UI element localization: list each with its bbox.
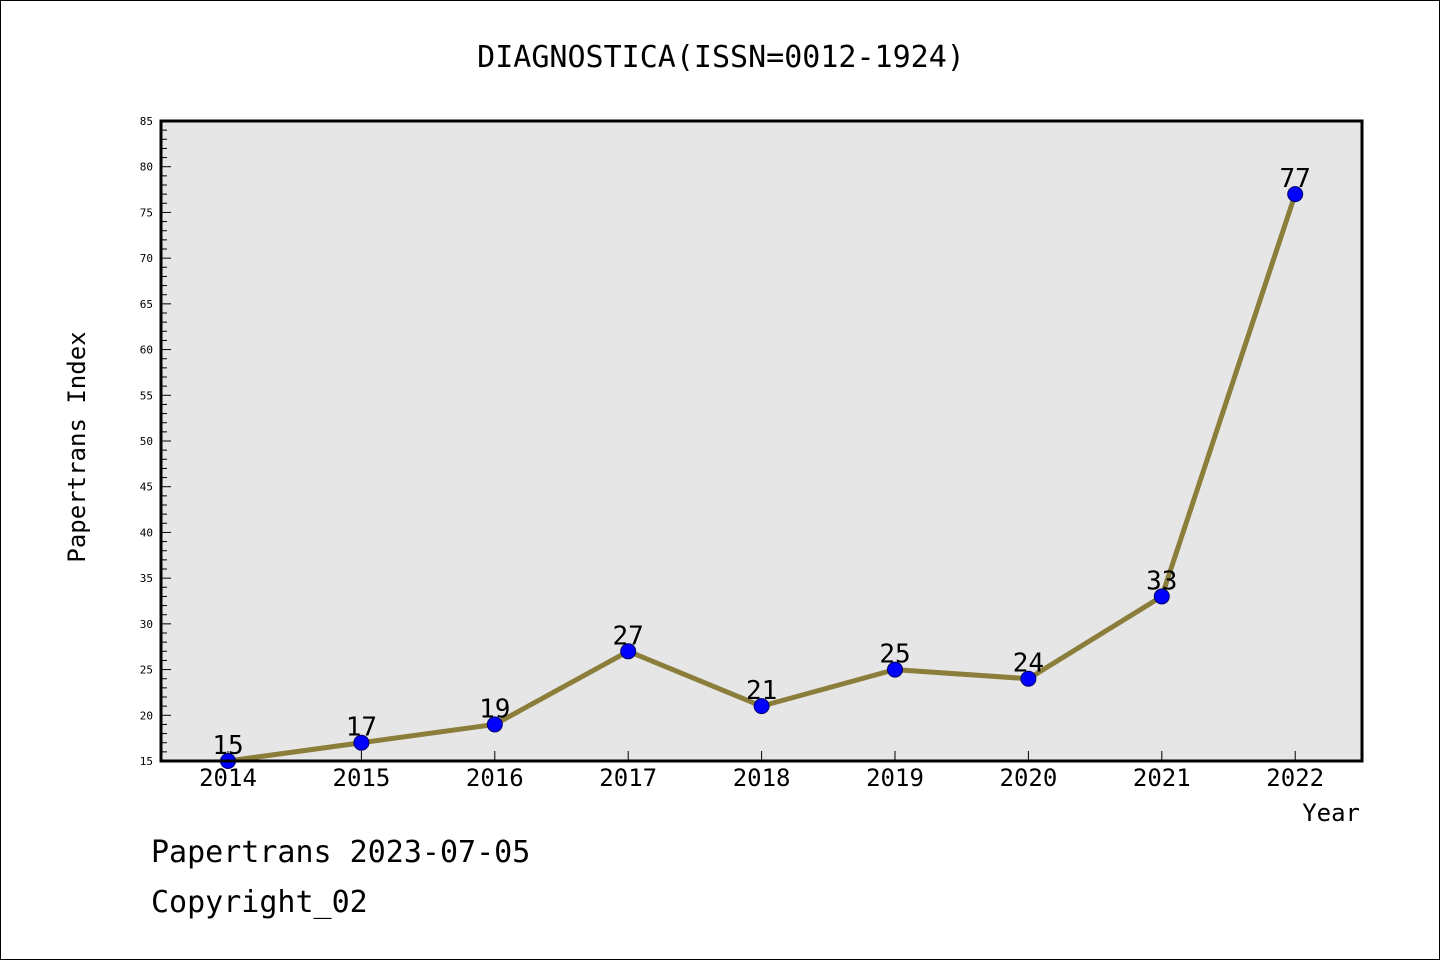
data-label: 33 — [1146, 566, 1177, 596]
data-label: 25 — [879, 640, 910, 670]
data-label: 77 — [1280, 164, 1311, 194]
chart-title: DIAGNOSTICA(ISSN=0012-1924) — [477, 40, 965, 75]
series-group: 15 17 19 27 21 25 24 33 77 — [212, 164, 1311, 769]
footer-copyright-text: Copyright_02 — [151, 885, 368, 920]
plot-border — [159, 119, 1364, 763]
y-tick-label: 70 — [140, 252, 153, 265]
data-label: 21 — [746, 676, 777, 706]
data-point-marker — [1153, 588, 1170, 605]
data-point-marker — [887, 661, 903, 678]
data-label: 27 — [613, 621, 644, 651]
x-axis-label: Year — [1302, 799, 1360, 827]
y-tick-label: 35 — [140, 572, 153, 585]
data-label: 19 — [479, 694, 510, 724]
x-tick-label: 2015 — [333, 764, 391, 792]
x-tick-label: 2016 — [466, 764, 524, 792]
y-tick-label: 15 — [140, 755, 153, 768]
y-tick-label: 25 — [140, 664, 153, 677]
x-axis-ticks: 2014 2015 2016 2017 2018 2019 2020 2021 2022 — [199, 751, 1324, 792]
y-axis-ticks: 15 20 25 30 35 40 45 50 55 60 65 70 75 80 85 — [140, 115, 171, 768]
y-tick-label: 75 — [140, 206, 153, 219]
data-label: 24 — [1013, 649, 1044, 679]
x-tick-label: 2019 — [866, 764, 924, 792]
y-tick-label: 55 — [140, 389, 153, 402]
y-tick-label: 30 — [140, 618, 153, 631]
data-point-marker — [353, 734, 370, 751]
data-point-marker — [1020, 670, 1037, 687]
data-label: 15 — [212, 731, 243, 761]
footer-date-text: Papertrans 2023-07-05 — [151, 835, 531, 870]
data-point-marker — [486, 716, 503, 733]
x-tick-label: 2018 — [733, 764, 791, 792]
y-tick-label: 45 — [140, 481, 153, 494]
data-point-marker — [753, 698, 770, 715]
y-tick-label: 85 — [140, 115, 153, 128]
y-tick-label: 20 — [140, 709, 153, 722]
x-tick-label: 2020 — [1000, 764, 1058, 792]
y-tick-label: 40 — [140, 526, 153, 539]
y-tick-label: 65 — [140, 298, 153, 311]
x-tick-label: 2021 — [1133, 764, 1191, 792]
y-tick-label: 60 — [140, 344, 153, 357]
data-point-marker — [1287, 186, 1304, 203]
x-tick-label: 2022 — [1266, 764, 1324, 792]
y-axis-label: Papertrans Index — [63, 331, 91, 562]
data-point-marker — [620, 643, 637, 660]
y-tick-label: 50 — [140, 435, 153, 448]
data-label: 17 — [346, 713, 377, 743]
plot-area — [161, 121, 1362, 761]
y-tick-label: 80 — [140, 161, 153, 174]
x-tick-label: 2017 — [599, 764, 657, 792]
